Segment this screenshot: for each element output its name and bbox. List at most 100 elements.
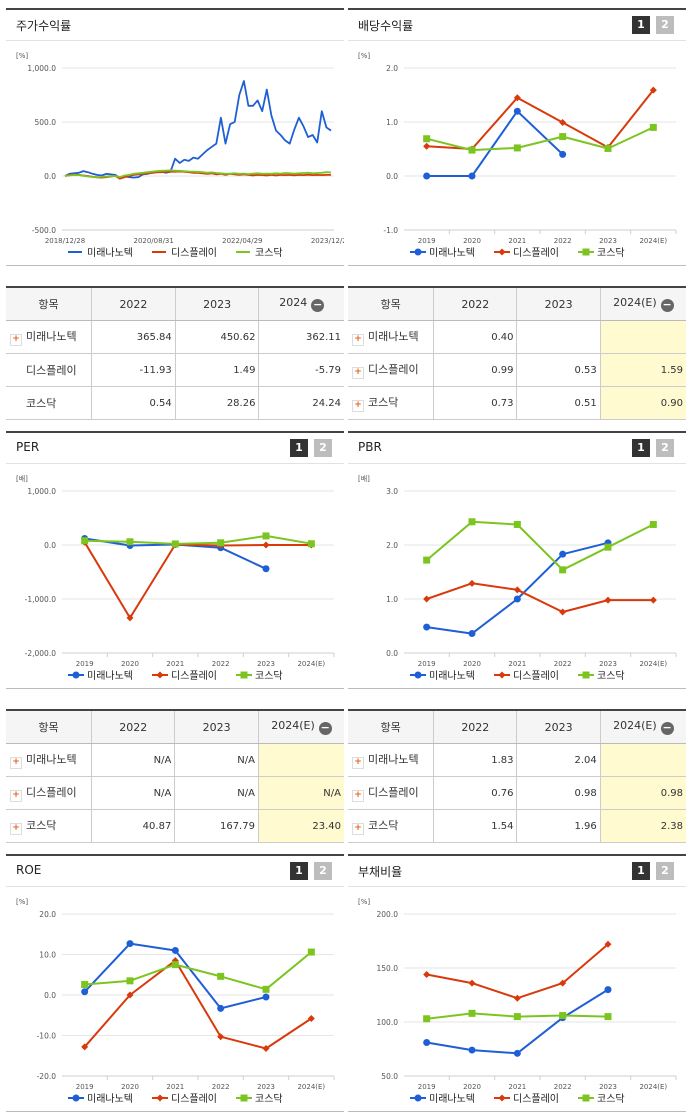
page-1-button[interactable]: 1	[290, 439, 308, 457]
data-point	[423, 1039, 431, 1047]
table-row: + 디스플레이 0.76 0.98 0.98	[348, 776, 686, 810]
pbr-table: 항목 2022 2023 2024(E) − + 미래나노텍 1.83 2.04 + 디스플레이 0.…	[348, 709, 686, 843]
row-name-cell[interactable]: + 미래나노텍	[6, 320, 92, 354]
value-cell: N/A	[91, 776, 175, 810]
x-tick-label: 2021	[508, 237, 526, 245]
x-tick-label: 2019	[418, 1083, 436, 1091]
unit-label: [%]	[358, 52, 370, 60]
data-point	[423, 595, 431, 603]
row-name-cell[interactable]: + 디스플레이	[348, 353, 434, 387]
column-header: 항목	[348, 709, 434, 744]
expand-icon[interactable]: +	[10, 334, 22, 346]
panel-header: 주가수익률	[6, 10, 344, 41]
y-tick-label: 1,000.0	[27, 64, 56, 73]
data-point	[468, 146, 476, 154]
page-1-button[interactable]: 1	[632, 16, 650, 34]
row-name-label: 코스닥	[368, 396, 399, 409]
legend-label: 미래나노텍	[429, 670, 475, 682]
legend-label: 디스플레이	[513, 247, 559, 259]
row-name-cell[interactable]: + 미래나노텍	[6, 743, 92, 777]
expand-icon[interactable]: +	[10, 757, 22, 769]
panel-title: PBR	[358, 440, 382, 454]
page-2-button[interactable]: 2	[314, 862, 332, 880]
value-cell: 0.76	[433, 776, 517, 810]
expand-icon[interactable]: +	[352, 334, 364, 346]
legend-label: 디스플레이	[513, 1093, 559, 1105]
series-line-2	[83, 541, 312, 619]
stock-return-chart: [%] 1,000.0 500.0 0.0 -500.0 2018/12/28 2020/0…	[16, 52, 344, 259]
expand-icon[interactable]: +	[352, 790, 364, 802]
collapse-icon[interactable]: −	[318, 721, 332, 735]
x-tick-label: 2018/12/28	[45, 237, 85, 245]
data-point	[423, 623, 431, 631]
expand-icon[interactable]: +	[352, 400, 364, 412]
expand-icon[interactable]: +	[10, 790, 22, 802]
page-1-button[interactable]: 1	[290, 862, 308, 880]
expand-icon[interactable]: +	[352, 823, 364, 835]
data-point	[468, 1009, 476, 1017]
value-cell: 0.99	[433, 353, 517, 387]
y-tick-label: -1.0	[383, 226, 398, 235]
x-tick-label: 2019	[418, 237, 436, 245]
value-cell: 2.38	[599, 809, 686, 843]
row-name-label: 미래나노텍	[26, 753, 77, 766]
dividend-table: 항목 2022 2023 2024(E) − + 미래나노텍 0.40 + 디스플레이 0.99 0.…	[348, 286, 686, 420]
legend-marker	[582, 671, 590, 679]
collapse-icon[interactable]: −	[660, 298, 674, 312]
page-2-button[interactable]: 2	[656, 439, 674, 457]
table-row: + 미래나노텍 0.40	[348, 320, 686, 354]
value-cell: 23.40	[257, 809, 344, 843]
column-header-label: 2024	[279, 296, 308, 309]
legend-label: 코스닥	[597, 1093, 625, 1105]
x-tick-label: 2022	[212, 660, 230, 668]
data-point	[262, 565, 270, 573]
page-1-button[interactable]: 1	[632, 862, 650, 880]
data-point	[559, 133, 567, 141]
row-name-cell[interactable]: + 디스플레이	[348, 776, 434, 810]
dividend-chart: [%] 2.0 1.0 0.0 -1.0 2019 2020 2021 2022 2023 2024…	[358, 52, 677, 259]
expand-icon[interactable]: +	[10, 823, 22, 835]
data-point	[126, 940, 134, 948]
legend-marker	[72, 1094, 80, 1102]
page-2-button[interactable]: 2	[656, 862, 674, 880]
row-name-cell[interactable]: + 코스닥	[348, 809, 434, 843]
y-tick-label: 0.0	[44, 541, 56, 550]
data-point	[468, 630, 476, 638]
row-name-label: 코스닥	[26, 819, 57, 832]
collapse-icon[interactable]: −	[660, 721, 674, 735]
column-header: 2023	[516, 286, 601, 321]
legend-label: 코스닥	[255, 247, 283, 259]
expand-icon[interactable]: +	[352, 367, 364, 379]
x-tick-label: 2021	[166, 1083, 184, 1091]
per-chart: [배] 1,000.0 0.0 -1,000.0 -2,000.0 2019 2020 202…	[16, 474, 335, 682]
legend-label: 코스닥	[255, 1093, 283, 1105]
column-header-label: 2022	[461, 297, 490, 311]
page-2-button[interactable]: 2	[314, 439, 332, 457]
data-point	[262, 532, 270, 540]
y-tick-label: 2.0	[386, 541, 398, 550]
x-tick-label: 2024(E)	[639, 660, 667, 668]
expand-icon[interactable]: +	[352, 757, 364, 769]
row-name-cell[interactable]: + 코스닥	[6, 809, 92, 843]
data-point	[649, 596, 657, 604]
data-point	[307, 1014, 315, 1022]
debt-ratio-chart: [%] 200.0 150.0 100.0 50.0 2019 2020 2021 2022 20…	[358, 898, 677, 1105]
value-cell	[516, 320, 601, 354]
legend-label: 미래나노텍	[429, 1093, 475, 1105]
row-name-label: 코스닥	[368, 819, 399, 832]
row-name-cell[interactable]: + 미래나노텍	[348, 743, 434, 777]
x-tick-label: 2020/08/31	[133, 237, 173, 245]
x-tick-label: 2020	[463, 237, 481, 245]
value-cell: 0.73	[433, 386, 517, 420]
row-name-cell[interactable]: + 디스플레이	[6, 776, 92, 810]
unit-label: [%]	[16, 52, 28, 60]
data-point	[81, 1043, 89, 1051]
row-name-cell[interactable]: + 코스닥	[348, 386, 434, 420]
page-2-button[interactable]: 2	[656, 16, 674, 34]
page-1-button[interactable]: 1	[632, 439, 650, 457]
data-point	[468, 518, 476, 526]
legend-marker	[582, 1094, 590, 1102]
collapse-icon[interactable]: −	[311, 298, 325, 312]
row-name-cell[interactable]: + 미래나노텍	[348, 320, 434, 354]
series-line-2	[83, 959, 312, 1050]
